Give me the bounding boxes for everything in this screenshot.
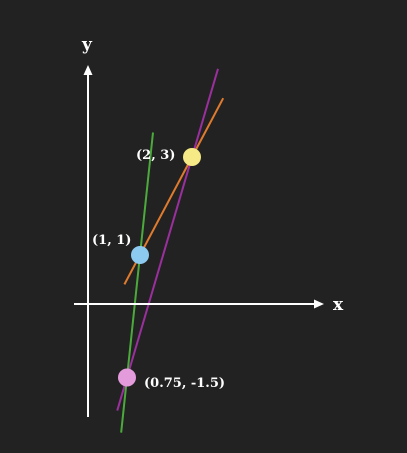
point-c-label: (0.75, -1.5): [144, 376, 225, 391]
y-axis-label: y: [81, 35, 93, 55]
points-layer: [118, 148, 201, 387]
point-a-label: (2, 3): [136, 148, 175, 163]
x-axis: [74, 299, 324, 309]
point-a-marker: [183, 148, 201, 166]
y-axis: [83, 65, 93, 417]
x-axis-label: x: [333, 295, 344, 315]
y-axis-arrowhead: [83, 65, 93, 75]
point-c-marker: [118, 368, 136, 387]
purple-line: [116, 68, 219, 411]
x-axis-arrowhead: [314, 299, 324, 309]
point-b-label: (1, 1): [92, 233, 131, 248]
point-b-marker: [131, 246, 149, 264]
